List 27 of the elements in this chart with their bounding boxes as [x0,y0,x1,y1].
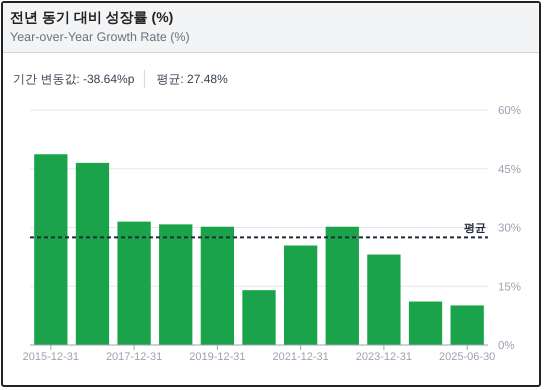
text: 기간 변동값: -38.64%p [13,72,135,86]
bar [200,226,234,345]
bar [117,222,151,345]
bar [326,226,359,345]
bar [450,305,484,345]
x-tick-label: 2023-12-31 [356,351,412,363]
chart-title: 전년 동기 대비 성장률 (%) [10,9,174,25]
bar [367,254,401,345]
y-tick-label: 60% [498,105,522,117]
y-tick-label: 45% [498,164,522,176]
x-tick-label: 2015-12-31 [22,351,79,363]
bar [34,154,68,345]
x-tick-label: 2025-06-30 [439,351,496,363]
bar [242,290,276,345]
bar [284,246,318,345]
x-tick-label: 2017-12-31 [106,351,162,363]
y-tick-label: 15% [498,281,522,294]
chart-subtitle: Year-over-Year Growth Rate (%) [10,30,190,44]
bar [159,224,192,345]
x-tick-label: 2019-12-31 [189,351,246,363]
x-tick-label: 2021-12-31 [272,351,329,363]
bar [76,162,110,345]
y-tick-label: 30% [498,222,522,234]
y-tick-label: 0% [498,340,515,352]
text: 평균: 27.48% [156,72,228,86]
bar [408,302,442,345]
ref-line-label: 평균 [464,222,486,234]
